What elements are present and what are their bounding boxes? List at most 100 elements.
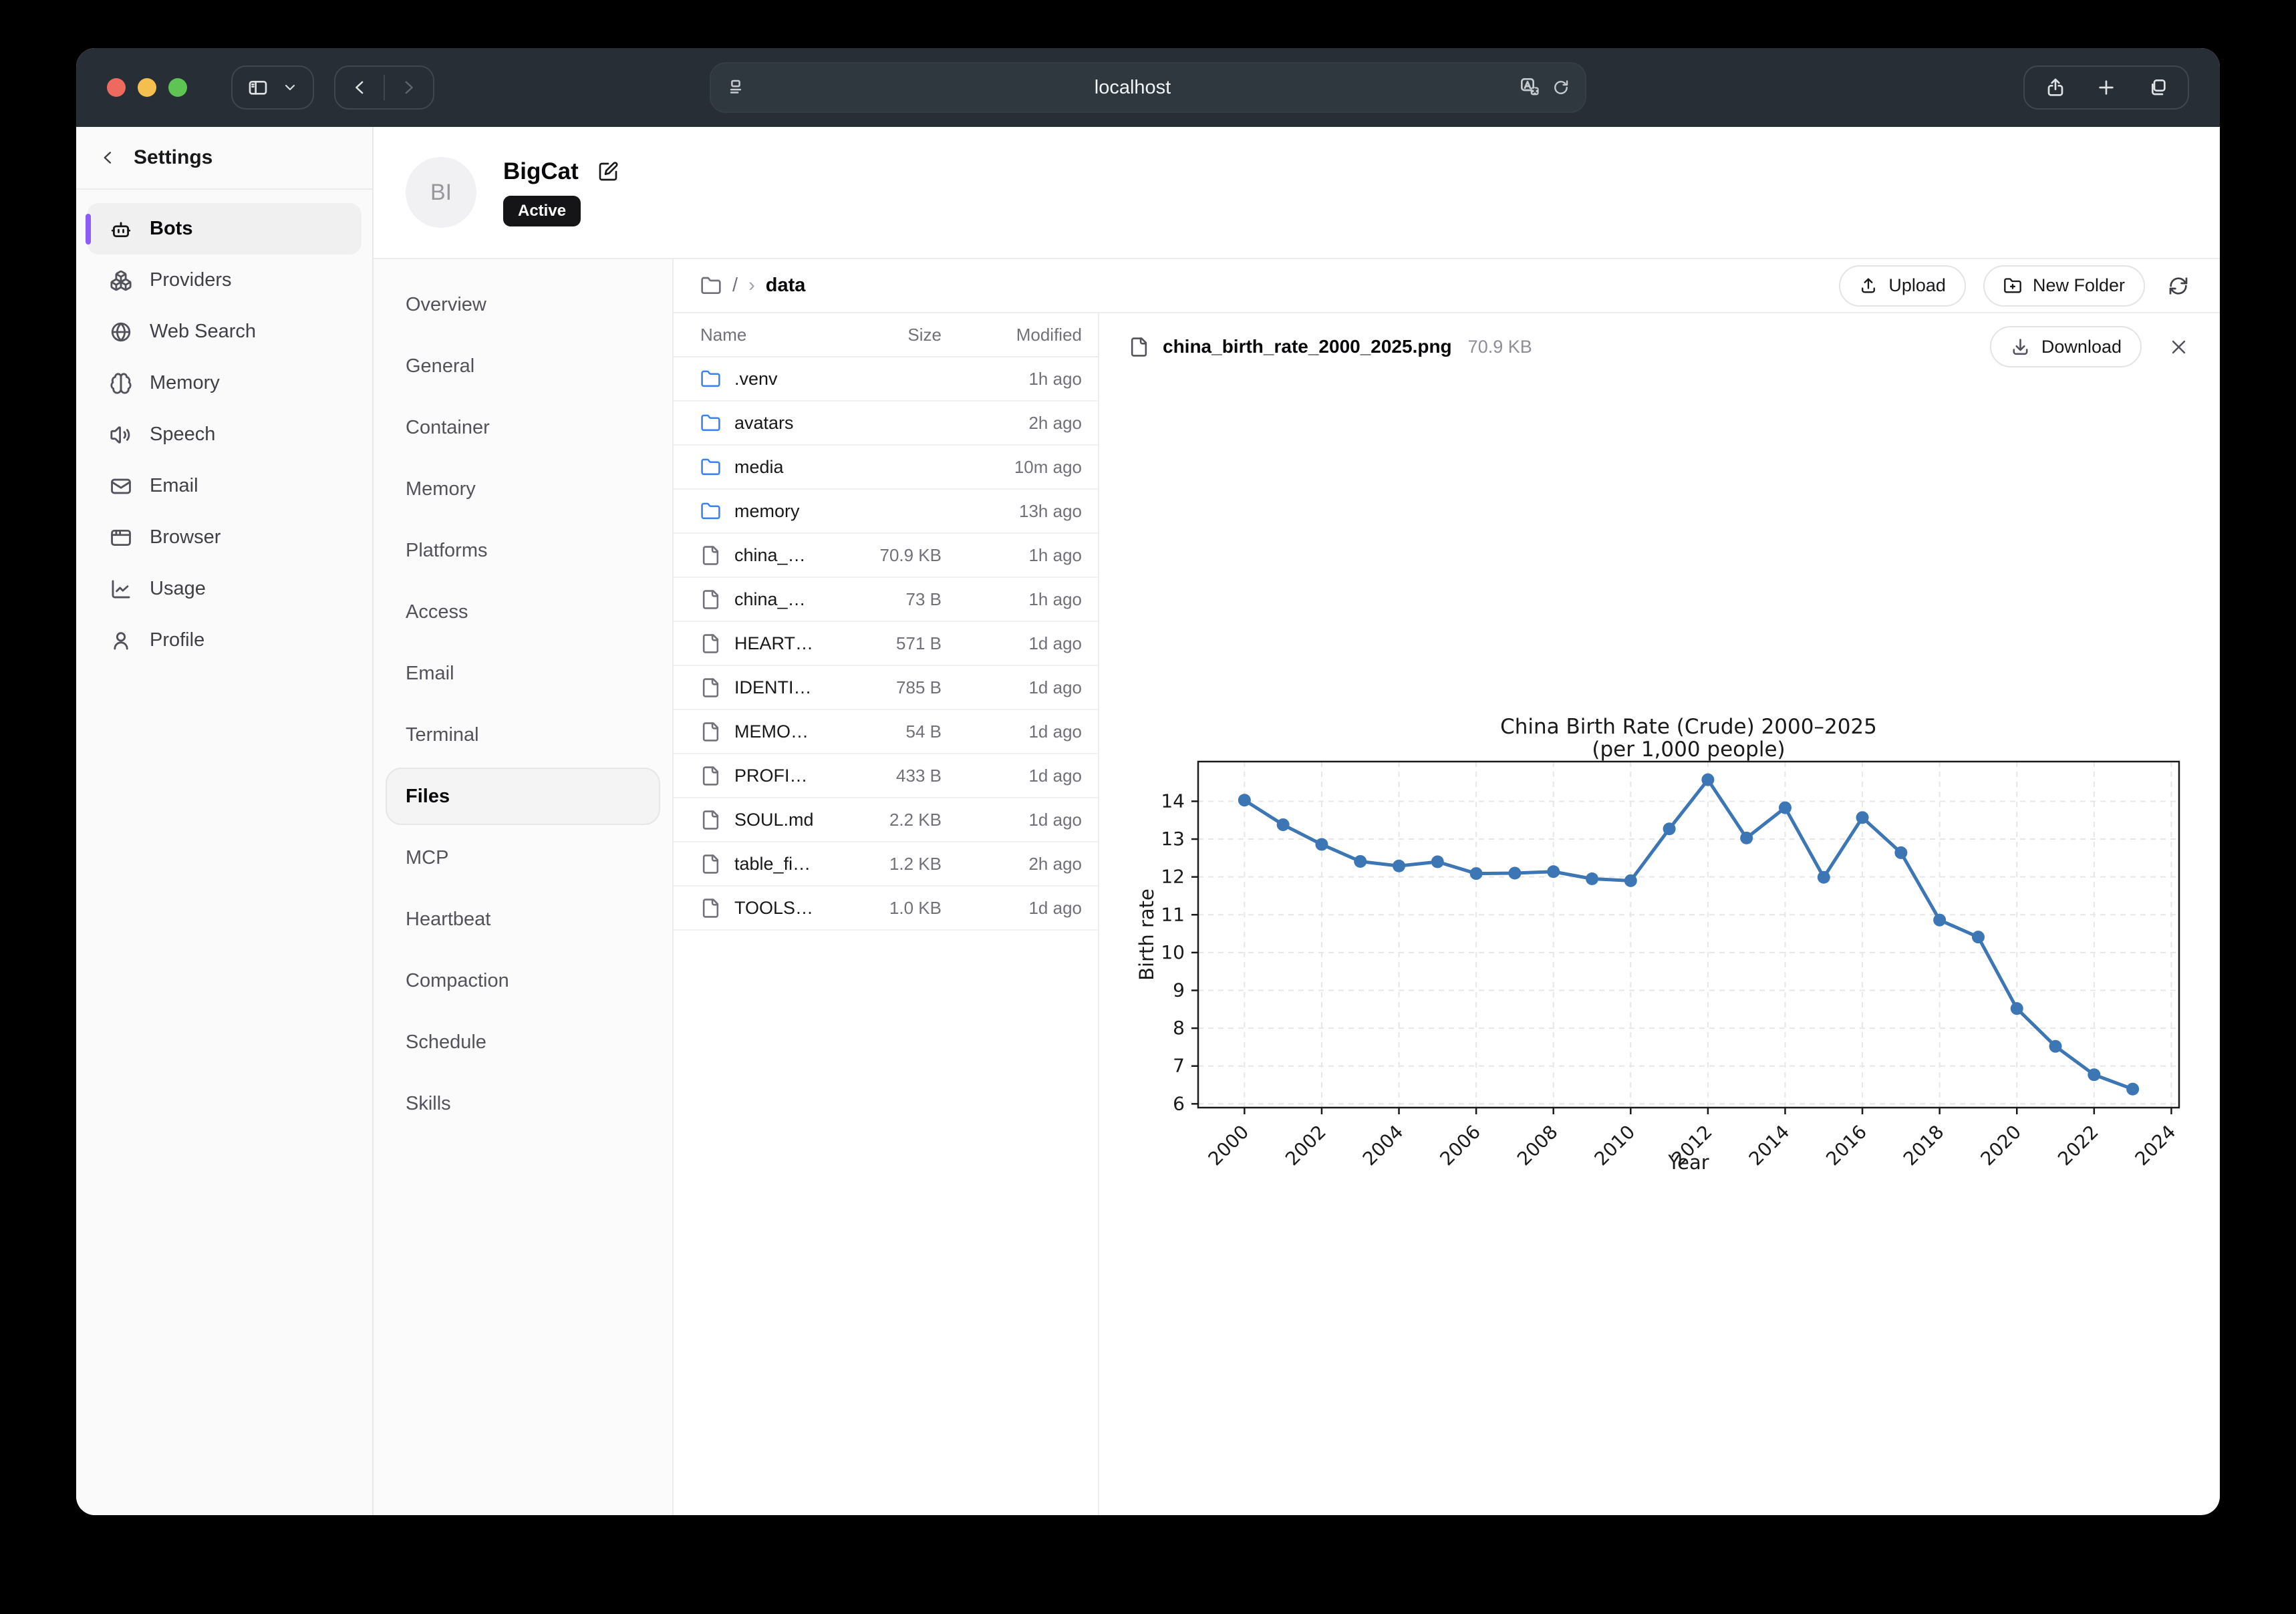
breadcrumb-current[interactable]: data (765, 275, 806, 296)
table-row[interactable]: PROFILES.md 433 B 1d ago (674, 754, 1098, 798)
chevron-down-icon[interactable] (282, 79, 298, 96)
table-row[interactable]: MEMORY.md 54 B 1d ago (674, 710, 1098, 754)
file-icon (700, 677, 721, 698)
file-modified: 1h ago (1028, 368, 1082, 389)
breadcrumb-separator: › (748, 275, 755, 296)
table-row[interactable]: china_birth… 70.9 KB 1h ago (674, 534, 1098, 578)
file-icon (700, 898, 721, 919)
column-header-name[interactable]: Name (700, 324, 747, 345)
preview-body: 6 7 8 9 10 11 12 13 14 2000 2002 2004 2006 2008 2010 20… (1099, 380, 2220, 1515)
sidebar-item-label: Email (150, 475, 198, 496)
file-modified: 1d ago (1028, 809, 1082, 830)
close-preview-icon[interactable] (2168, 337, 2189, 357)
sidebar-item-label: Memory (150, 372, 220, 393)
minimize-window-button[interactable] (138, 78, 156, 97)
bot-nav-general[interactable]: General (374, 335, 672, 397)
bot-nav-access[interactable]: Access (374, 581, 672, 643)
bot-nav-compaction[interactable]: Compaction (374, 950, 672, 1011)
tab-overview-icon[interactable] (2146, 77, 2168, 98)
folder-root-icon[interactable] (700, 275, 722, 297)
file-icon (700, 721, 721, 742)
breadcrumb-root[interactable]: / (732, 275, 738, 296)
address-bar[interactable]: localhost (710, 62, 1586, 113)
column-header-modified[interactable]: Modified (1016, 324, 1082, 345)
chart-point (1314, 837, 1328, 850)
file-size: 1.0 KB (889, 897, 942, 918)
chart-point (1469, 866, 1483, 880)
download-button[interactable]: Download (1989, 326, 2142, 367)
bot-nav-label: Overview (406, 293, 486, 315)
upload-button[interactable]: Upload (1839, 265, 1966, 307)
bot-nav-heartbeat[interactable]: Heartbeat (374, 889, 672, 950)
table-row[interactable]: avatars 2h ago (674, 401, 1098, 446)
file-modified: 1h ago (1028, 544, 1082, 565)
browser-chrome: localhost (76, 48, 2220, 127)
sidebar-item-email[interactable]: Email (87, 460, 362, 512)
upload-label: Upload (1888, 275, 1946, 295)
bot-nav-email[interactable]: Email (374, 643, 672, 704)
share-icon[interactable] (2045, 77, 2066, 98)
table-row[interactable]: HEARTBEAT… 571 B 1d ago (674, 622, 1098, 666)
sidebar-item-profile[interactable]: Profile (87, 615, 362, 666)
table-row[interactable]: memory 13h ago (674, 490, 1098, 534)
sidebar-item-label: Speech (150, 424, 216, 445)
refresh-icon[interactable] (2168, 275, 2189, 297)
sidebar-toggle-icon[interactable] (247, 77, 269, 98)
table-row[interactable]: media 10m ago (674, 446, 1098, 490)
table-row[interactable]: table_filter_… 1.2 KB 2h ago (674, 842, 1098, 886)
zoom-window-button[interactable] (168, 78, 187, 97)
y-tick-label: 10 (1161, 941, 1185, 963)
sidebar-item-web-search[interactable]: Web Search (87, 306, 362, 357)
bot-nav-overview[interactable]: Overview (374, 274, 672, 335)
bot-nav-schedule[interactable]: Schedule (374, 1011, 672, 1073)
bot-nav-label: Container (406, 416, 490, 438)
sidebar-item-browser[interactable]: Browser (87, 512, 362, 563)
x-tick-label: 2024 (2130, 1120, 2180, 1170)
sidebar-item-memory[interactable]: Memory (87, 357, 362, 409)
chart-point (1431, 855, 1444, 868)
x-tick-label: 2022 (2053, 1120, 2103, 1170)
edit-name-icon[interactable] (597, 161, 619, 182)
sidebar-item-speech[interactable]: Speech (87, 409, 362, 460)
sidebar-item-label: Web Search (150, 321, 257, 342)
bot-nav-files[interactable]: Files (386, 768, 660, 825)
bot-icon (110, 218, 132, 240)
y-tick-label: 11 (1161, 903, 1185, 925)
sidebar-nav: Bots Providers Web Search Memory Speech Email… (76, 190, 372, 679)
back-button[interactable] (350, 77, 370, 98)
file-modified: 2h ago (1028, 412, 1082, 433)
folder-icon (700, 369, 721, 389)
url-text: localhost (1094, 76, 1171, 98)
reload-icon[interactable] (1552, 78, 1570, 97)
sidebar-item-usage[interactable]: Usage (87, 563, 362, 615)
column-header-size[interactable]: Size (907, 324, 942, 345)
table-row[interactable]: .venv 1h ago (674, 357, 1098, 401)
new-tab-icon[interactable] (2096, 77, 2117, 98)
preview-filesize: 70.9 KB (1467, 336, 1532, 357)
bot-nav-container[interactable]: Container (374, 397, 672, 458)
table-row[interactable]: china_birth… 73 B 1h ago (674, 578, 1098, 622)
back-chevron-icon[interactable] (99, 148, 118, 167)
forward-button[interactable] (398, 77, 418, 98)
sidebar-item-bots[interactable]: Bots (86, 203, 362, 255)
table-row[interactable]: SOUL.md 2.2 KB 1d ago (674, 798, 1098, 842)
page-format-icon[interactable] (726, 77, 746, 98)
bot-nav-mcp[interactable]: MCP (374, 827, 672, 889)
bot-nav-label: Skills (406, 1092, 451, 1114)
x-tick-label: 2006 (1435, 1120, 1485, 1170)
bot-nav-label: Heartbeat (406, 908, 491, 930)
bot-nav-skills[interactable]: Skills (374, 1073, 672, 1134)
translate-icon[interactable] (1520, 77, 1541, 98)
bot-nav-memory[interactable]: Memory (374, 458, 672, 520)
table-row[interactable]: TOOLS.md 1.0 KB 1d ago (674, 886, 1098, 931)
close-window-button[interactable] (107, 78, 126, 97)
bot-nav-platforms[interactable]: Platforms (374, 520, 672, 581)
new-folder-button[interactable]: New Folder (1983, 265, 2145, 307)
chart-point (1392, 859, 1405, 872)
bot-nav-terminal[interactable]: Terminal (374, 704, 672, 766)
sidebar-item-providers[interactable]: Providers (87, 255, 362, 306)
table-body: .venv 1h ago avatars 2h ago media 10m ago memo… (674, 357, 1098, 931)
table-row[interactable]: IDENTITY.md 785 B 1d ago (674, 666, 1098, 710)
download-icon (2010, 337, 2031, 357)
file-icon (700, 854, 721, 874)
